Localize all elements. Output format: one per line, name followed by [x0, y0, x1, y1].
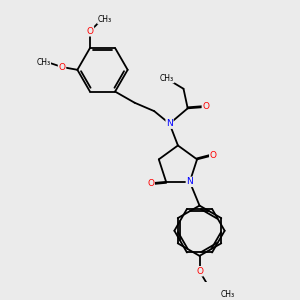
Text: N: N [186, 177, 193, 186]
Text: CH₃: CH₃ [160, 74, 174, 83]
Text: O: O [196, 267, 203, 276]
Text: O: O [86, 27, 94, 36]
Text: N: N [166, 119, 173, 128]
Text: O: O [210, 151, 217, 160]
Text: O: O [147, 179, 154, 188]
Text: CH₃: CH₃ [36, 58, 50, 67]
Text: CH₃: CH₃ [220, 290, 235, 299]
Text: O: O [58, 62, 65, 71]
Text: O: O [202, 102, 209, 111]
Text: CH₃: CH₃ [98, 15, 112, 24]
